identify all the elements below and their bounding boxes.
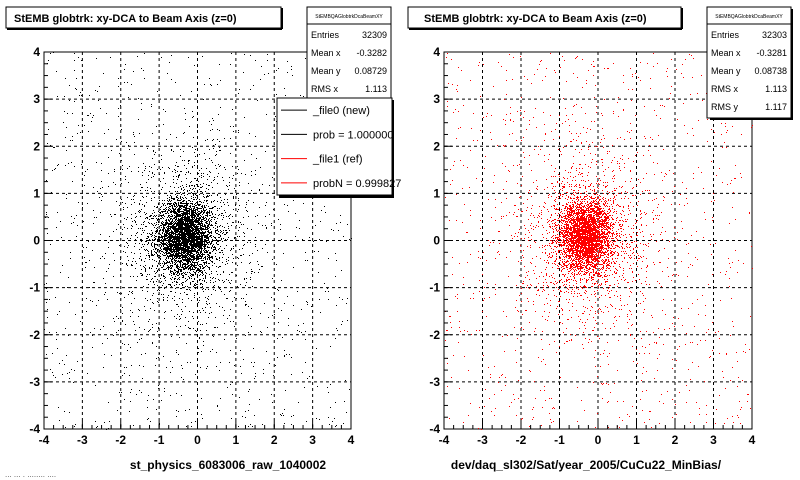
- left-x-axis-title: st_physics_6083006_raw_1040002: [130, 458, 326, 472]
- x-tick-label: 0: [194, 433, 201, 447]
- y-tick-label: -4: [29, 422, 40, 436]
- right-axis-ticks: -4 -3 -2 -1 0 1 2 3 4 -4 -3 -2 -1 0 1 2 3 4: [429, 45, 755, 447]
- y-tick-label: -4: [429, 422, 440, 436]
- stats-value: 1.113: [365, 84, 387, 94]
- right-panel: -4 -3 -2 -1 0 1 2 3 4 -4 -3 -2 -1 0 1 2 3 4 StEMB globtrk…: [407, 6, 793, 472]
- x-tick-label: -1: [154, 433, 165, 447]
- x-tick-label: 1: [633, 433, 640, 447]
- x-tick-label: -3: [477, 433, 488, 447]
- stats-label: Mean x: [711, 48, 741, 58]
- x-tick-label: -3: [77, 433, 88, 447]
- y-tick-label: 4: [33, 45, 40, 59]
- left-stats-name: StEMBQAGlobtrkDcaBeamXY: [315, 14, 383, 20]
- y-tick-label: 1: [433, 186, 440, 200]
- right-x-axis-title: dev/daq_sl302/Sat/year_2005/CuCu22_MinBi…: [451, 458, 722, 472]
- y-tick-label: -3: [429, 375, 440, 389]
- y-tick-label: 4: [433, 45, 440, 59]
- y-tick-label: 1: [33, 186, 40, 200]
- right-stats-box: [706, 6, 792, 119]
- y-tick-label: -2: [29, 328, 40, 342]
- left-panel: -4 -3 -2 -1 0 1 2 3 4 -4 -3 -2 -1 0 1 2 3 4 StEMB globtrk…: [5, 6, 401, 479]
- y-tick-label: -2: [429, 328, 440, 342]
- y-tick-label: -3: [29, 375, 40, 389]
- left-axis-ticks: -4 -3 -2 -1 0 1 2 3 4 -4 -3 -2 -1 0 1 2 3 4: [29, 45, 354, 447]
- right-plot-title: StEMB globtrk: xy-DCA to Beam Axis (z=0): [424, 13, 647, 25]
- y-tick-label: 2: [33, 139, 40, 153]
- stats-label: Entries: [311, 30, 340, 40]
- y-tick-label: 3: [33, 92, 40, 106]
- x-tick-label: -2: [115, 433, 126, 447]
- stats-value: 0.08738: [754, 66, 787, 76]
- scatter-point-cloud: [44, 52, 352, 430]
- x-tick-label: 2: [672, 433, 679, 447]
- stats-label: Entries: [711, 30, 740, 40]
- legend-box: [276, 97, 393, 196]
- right-scatter-points: [445, 52, 753, 430]
- y-tick-label: 0: [433, 234, 440, 248]
- y-tick-label: 0: [33, 234, 40, 248]
- left-scatter-points: [44, 52, 352, 430]
- x-tick-label: 4: [348, 433, 355, 447]
- legend-label: _file1 (ref): [312, 154, 363, 166]
- right-stats-name: StEMBQAGlobtrkDcaBeamXY: [715, 14, 783, 20]
- stats-value: 1.113: [765, 84, 787, 94]
- x-tick-label: 4: [749, 433, 756, 447]
- scatter-point-cloud: [445, 52, 753, 430]
- legend-label: probN = 0.999827: [313, 178, 401, 190]
- y-tick-label: -1: [429, 281, 440, 295]
- x-tick-label: 0: [595, 433, 602, 447]
- legend-label: _file0 (new): [312, 105, 370, 117]
- stats-value: 32309: [362, 30, 387, 40]
- x-tick-label: 3: [710, 433, 717, 447]
- x-tick-label: -1: [554, 433, 565, 447]
- stats-value: -0.3282: [356, 48, 387, 58]
- stats-label: Mean y: [711, 66, 741, 76]
- stats-label: Mean x: [311, 48, 341, 58]
- stats-label: RMS y: [711, 102, 739, 112]
- stats-value: 0.08729: [354, 66, 387, 76]
- stats-value: 32303: [762, 30, 787, 40]
- stats-label: Mean y: [311, 66, 341, 76]
- footer-text: ... ... . ........ ....: [5, 470, 56, 479]
- x-tick-label: -4: [39, 433, 50, 447]
- y-tick-label: -1: [29, 281, 40, 295]
- x-tick-label: -4: [439, 433, 450, 447]
- stats-label: RMS x: [311, 84, 339, 94]
- stats-value: -0.3281: [756, 48, 787, 58]
- y-tick-label: 2: [433, 139, 440, 153]
- x-tick-label: 3: [309, 433, 316, 447]
- x-tick-label: -2: [516, 433, 527, 447]
- x-tick-label: 2: [271, 433, 278, 447]
- stats-label: RMS x: [711, 84, 739, 94]
- y-tick-label: 3: [433, 92, 440, 106]
- legend-entries: _file0 (new) prob = 1.000000 _file1 (ref) p…: [281, 105, 401, 190]
- legend-label: prob = 1.000000: [313, 129, 393, 141]
- stats-value: 1.117: [765, 102, 787, 112]
- x-tick-label: 1: [233, 433, 240, 447]
- left-plot-title: StEMB globtrk: xy-DCA to Beam Axis (z=0): [14, 13, 237, 25]
- left-stats-box: [306, 6, 392, 101]
